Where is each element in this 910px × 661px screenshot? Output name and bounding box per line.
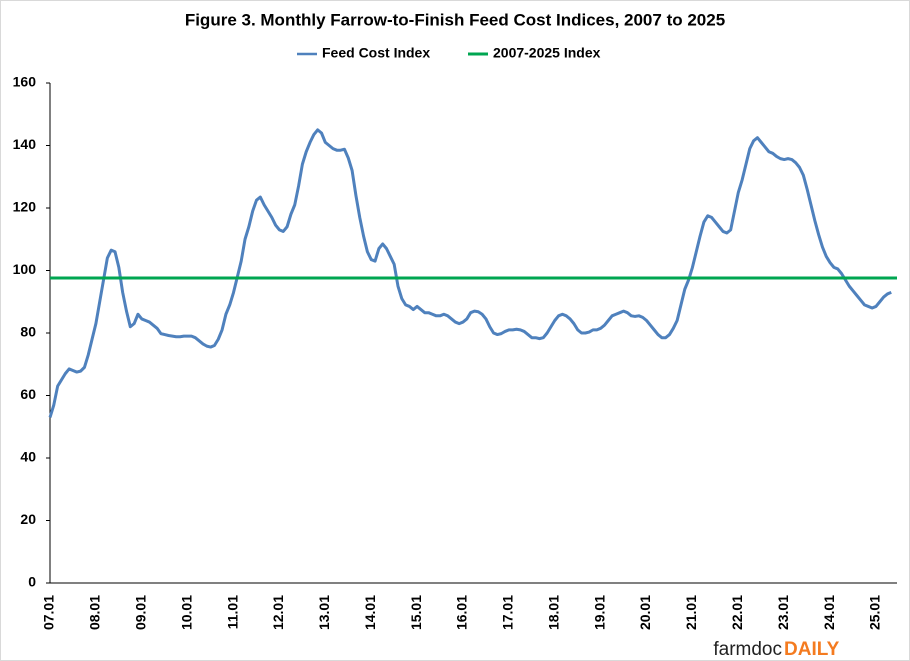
x-tick-label: 08.01: [87, 595, 103, 630]
x-tick-label: 20.01: [637, 595, 653, 630]
x-tick-label: 15.01: [408, 595, 424, 630]
y-tick-label: 80: [20, 324, 36, 340]
y-tick-label: 60: [20, 386, 36, 402]
x-tick-label: 09.01: [132, 595, 148, 630]
x-tick-label: 24.01: [821, 595, 837, 630]
x-tick-label: 07.01: [41, 595, 57, 630]
x-tick-label: 25.01: [867, 595, 883, 630]
y-tick-label: 140: [13, 136, 37, 152]
y-tick-label: 0: [28, 574, 36, 590]
y-tick-label: 120: [13, 199, 37, 215]
x-tick-label: 16.01: [454, 595, 470, 630]
chart-title: Figure 3. Monthly Farrow-to-Finish Feed …: [185, 10, 725, 29]
x-tick-label: 12.01: [270, 595, 286, 630]
y-tick-label: 100: [13, 261, 37, 277]
x-tick-label: 23.01: [775, 595, 791, 630]
legend-label: 2007-2025 Index: [493, 45, 601, 61]
y-tick-label: 40: [20, 449, 36, 465]
x-tick-label: 13.01: [316, 595, 332, 630]
logo-farmdoc: farmdoc: [713, 639, 782, 660]
y-tick-label: 20: [20, 511, 36, 527]
x-tick-label: 18.01: [545, 595, 561, 630]
x-tick-label: 21.01: [683, 595, 699, 630]
data-line: [48, 128, 892, 418]
x-tick-label: 22.01: [729, 595, 745, 630]
x-tick-label: 14.01: [362, 595, 378, 630]
y-tick-label: 160: [13, 74, 37, 90]
x-tick-label: 17.01: [500, 595, 516, 630]
legend-label: Feed Cost Index: [322, 45, 430, 61]
x-tick-label: 10.01: [178, 595, 194, 630]
logo-daily: DAILY: [784, 639, 840, 660]
x-tick-label: 11.01: [224, 595, 240, 629]
x-tick-label: 19.01: [591, 595, 607, 630]
